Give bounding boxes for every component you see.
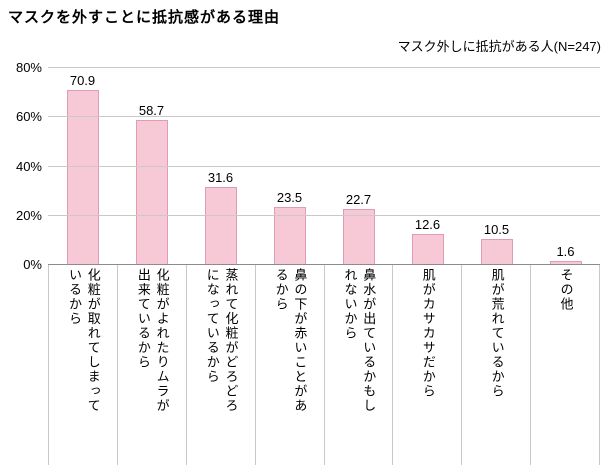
bar-value-label: 12.6 [414, 216, 441, 232]
bar-group: 23.5 [255, 68, 324, 265]
bar [66, 90, 99, 265]
y-tick-label: 20% [15, 207, 42, 223]
x-category-label: 蒸れて化粧がどろどろになっているから [204, 268, 239, 413]
gridline [48, 165, 600, 167]
x-axis-labels: 化粧が取れてしまっているから 化粧がよれたりムラが出来ているから 蒸れて化粧がどろど… [48, 265, 600, 465]
x-category-cell: 鼻水が出ているかもしれないから [323, 265, 393, 465]
bar-group: 10.5 [462, 68, 531, 265]
bar-group: 12.6 [393, 68, 462, 265]
x-category-label: 化粧がよれたりムラが出来ているから [135, 268, 170, 413]
gridline [48, 116, 600, 118]
x-axis-line [48, 264, 600, 265]
page-title: マスクを外すことに抵抗感がある理由 [8, 9, 281, 26]
x-category-cell: 肌がカサカサだから [392, 265, 461, 465]
bars-row: 70.9 58.7 31.6 23.5 22.7 12.6 10.5 1.6 [48, 68, 600, 265]
x-category-label: 化粧が取れてしまっているから [66, 268, 101, 413]
bar-value-label: 31.6 [207, 170, 234, 186]
x-category-cell: 化粧が取れてしまっているから [48, 265, 117, 465]
bar-group: 22.7 [324, 68, 393, 265]
x-category-label: 肌がカサカサだから [420, 268, 436, 399]
y-tick-label: 0% [23, 257, 42, 272]
plot-area: 70.9 58.7 31.6 23.5 22.7 12.6 10.5 1.6 [48, 67, 600, 265]
y-tick-label: 40% [15, 158, 42, 174]
bar-group: 31.6 [186, 68, 255, 265]
bar-value-label: 1.6 [556, 244, 575, 260]
bar [273, 207, 306, 265]
bar-value-label: 23.5 [276, 190, 303, 206]
bar [135, 120, 168, 265]
bar [342, 209, 375, 265]
bar-group: 58.7 [117, 68, 186, 265]
x-category-label: 鼻水が出ているかもしれないから [342, 268, 377, 413]
x-category-label: 鼻の下が赤いことがあるから [273, 268, 308, 413]
bar-value-label: 22.7 [345, 192, 372, 208]
x-category-label: その他 [558, 268, 574, 312]
bar-value-label: 70.9 [69, 73, 96, 89]
chart-subtitle: マスク外しに抵抗がある人(N=247) [397, 39, 601, 54]
bar [549, 261, 582, 265]
y-tick-label: 60% [15, 109, 42, 125]
x-category-cell: 化粧がよれたりムラが出来ているから [116, 265, 186, 465]
y-tick-label: 80% [15, 60, 42, 75]
bar [204, 187, 237, 265]
y-axis: 0% 20% 40% 60% 80% [0, 60, 44, 272]
bar-value-label: 58.7 [138, 103, 165, 119]
bar [480, 239, 513, 265]
x-category-cell: 肌が荒れているから [461, 265, 530, 465]
gridline [48, 67, 600, 68]
x-category-label: 肌が荒れているから [489, 268, 505, 399]
x-category-cell: その他 [530, 265, 599, 465]
bar-group: 70.9 [48, 68, 117, 265]
bar [411, 233, 444, 265]
gridline [48, 214, 600, 216]
x-category-cell: 蒸れて化粧がどろどろになっているから [185, 265, 255, 465]
bar-group: 1.6 [531, 68, 600, 265]
bar-value-label: 10.5 [483, 222, 510, 238]
x-category-cell: 鼻の下が赤いことがあるから [254, 265, 324, 465]
